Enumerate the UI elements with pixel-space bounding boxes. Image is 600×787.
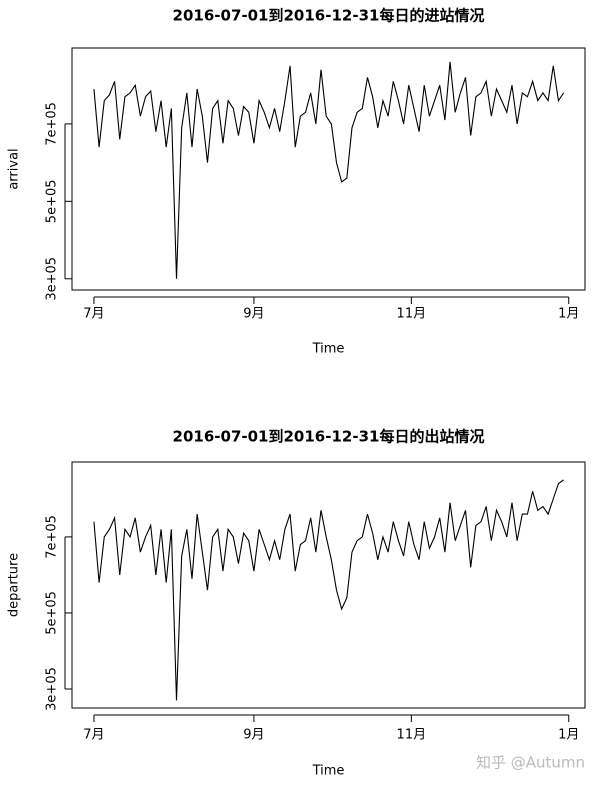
y-tick-label: 5e+05 (45, 591, 60, 635)
chart-title: 2016-07-01到2016-12-31每日的进站情况 (173, 7, 485, 25)
y-tick-label: 7e+05 (45, 515, 60, 559)
y-axis-label: arrival (7, 148, 22, 189)
x-tick-label: 9月 (243, 728, 264, 743)
x-axis-label: Time (312, 764, 345, 779)
chart-title: 2016-07-01到2016-12-31每日的出站情况 (173, 428, 485, 446)
x-tick-label: 7月 (83, 307, 104, 322)
y-tick-label: 5e+05 (45, 179, 60, 223)
x-tick-label: 7月 (83, 728, 104, 743)
x-tick-label: 11月 (397, 728, 427, 743)
x-axis-label: Time (312, 342, 345, 357)
y-tick-label: 3e+05 (45, 667, 60, 711)
plot-frame (71, 47, 586, 291)
plot-frame (71, 461, 586, 709)
x-tick-label: 9月 (243, 307, 264, 322)
x-tick-label: 11月 (397, 307, 427, 322)
data-line (93, 61, 565, 279)
watermark: 知乎 @Autumn (476, 754, 585, 772)
y-axis-label: departure (7, 553, 22, 617)
x-tick-label: 1月 (558, 728, 579, 743)
y-tick-label: 3e+05 (45, 257, 60, 301)
y-tick-label: 7e+05 (45, 102, 60, 146)
x-tick-label: 1月 (558, 307, 579, 322)
data-line (93, 479, 564, 701)
